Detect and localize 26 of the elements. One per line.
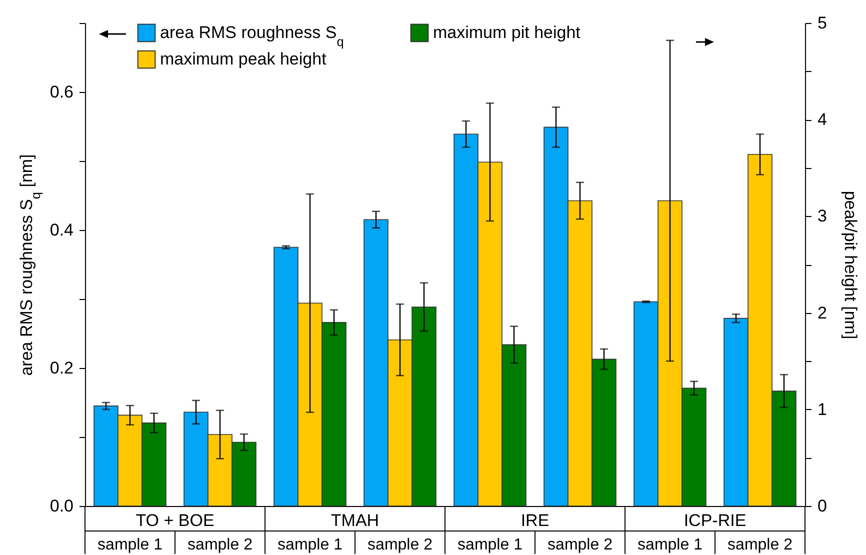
y2-tick-label: 5 bbox=[818, 14, 827, 32]
x-tick-label: sample 2 bbox=[188, 536, 253, 554]
x-tick-label: sample 1 bbox=[98, 536, 163, 554]
legend-label: maximum pit height bbox=[433, 22, 581, 42]
text: IRE bbox=[520, 511, 550, 530]
text: TMAH bbox=[330, 511, 380, 530]
text: ICP-RIE bbox=[684, 511, 746, 530]
y2-axis-title: peak/pit height [nm] bbox=[840, 190, 860, 340]
text: TO + BOE bbox=[136, 511, 214, 530]
x-tick-label: sample 1 bbox=[458, 536, 523, 554]
legend-label: area RMS roughness S$_{q}$ bbox=[160, 22, 344, 48]
x-tick-label: sample 2 bbox=[728, 536, 793, 554]
x-tick-label: sample 1 bbox=[638, 536, 703, 554]
y2-tick-label: 0 bbox=[818, 496, 827, 516]
y-tick-label: 0.0 bbox=[50, 496, 74, 516]
y2-tick-label: 2 bbox=[818, 303, 827, 322]
y2-tick-label: 4 bbox=[818, 110, 827, 130]
y2-tick-label: 1 bbox=[818, 400, 827, 419]
x-tick-label: sample 2 bbox=[548, 536, 613, 554]
y-tick-label: 0.2 bbox=[50, 358, 74, 378]
y-tick-label: 0.4 bbox=[50, 220, 74, 240]
legend-label: maximum peak height bbox=[160, 50, 327, 68]
y-tick-label: 0.6 bbox=[50, 82, 74, 102]
x-tick-label: sample 2 bbox=[368, 536, 433, 554]
x-tick-label: sample 1 bbox=[278, 536, 343, 554]
y2-tick-label: 3 bbox=[818, 206, 827, 226]
